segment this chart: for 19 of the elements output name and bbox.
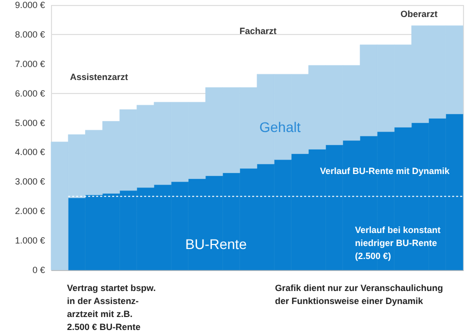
series-label: BU-Rente — [185, 236, 247, 252]
y-tick-label: 8.000 € — [14, 29, 45, 40]
y-tick-label: 6.000 € — [14, 88, 45, 98]
y-tick-label: 3.000 € — [14, 176, 45, 187]
annotation: Oberarzt — [400, 9, 438, 19]
series-label: Gehalt — [259, 119, 301, 135]
annotation: Assistenzarzt — [70, 72, 128, 82]
y-tick-label: 7.000 € — [14, 58, 45, 69]
y-tick-label: 2.000 € — [14, 206, 45, 216]
text: Grafik dient nur zur Veranschaulichung der Funktionsweise einer Dynamik — [275, 283, 444, 306]
annotation: Verlauf BU-Rente mit Dynamik — [320, 166, 451, 176]
text: Vertrag startet bspw. in der Assistenz- arztzeit mit z.B. 2.500 € BU-Rente — [67, 283, 156, 332]
ref-line-label: Verlauf bei konstant niedriger BU-Rente (2.500 €) — [355, 225, 441, 261]
y-tick-label: 4.000 € — [14, 147, 45, 158]
y-tick-label: 9.000 € — [14, 0, 45, 10]
y-tick-label: 5.000 € — [14, 118, 45, 128]
y-tick-label: 1.000 € — [14, 236, 45, 246]
annotation: Facharzt — [239, 26, 277, 36]
y-tick-label: 0 € — [32, 265, 45, 275]
